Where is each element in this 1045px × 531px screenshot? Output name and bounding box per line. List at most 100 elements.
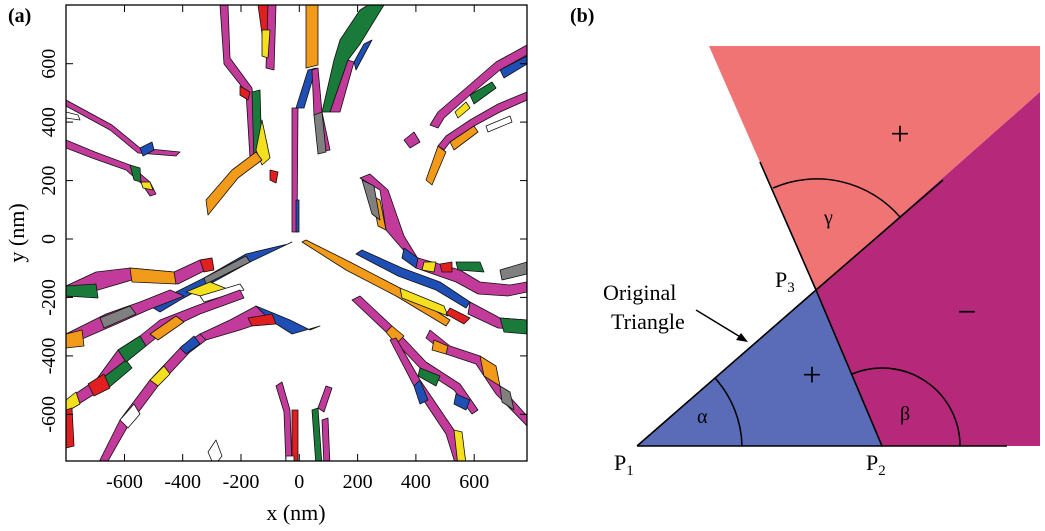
x-tick-label: -400 <box>164 471 201 493</box>
p2-label: P2 <box>866 450 886 479</box>
electrode-segment <box>149 365 171 387</box>
electrode-segment <box>305 5 319 69</box>
electrode-segment <box>313 111 327 155</box>
plot-frame <box>65 4 528 462</box>
electrode-segment <box>403 131 421 149</box>
electrode-segment <box>321 417 331 461</box>
electrode-segment <box>455 261 485 273</box>
electrode-segment <box>361 179 381 221</box>
tick-marks <box>66 5 527 461</box>
electrode-segment <box>311 407 323 461</box>
electrode-segment <box>179 335 201 355</box>
x-axis-title: x (nm) <box>266 500 325 525</box>
electrode-segment <box>149 241 293 313</box>
x-tick-label: -600 <box>106 471 143 493</box>
electrode-segment <box>269 169 279 184</box>
electrode-segment <box>295 67 317 109</box>
electrode-segment <box>66 99 181 157</box>
electrode-segment <box>117 335 147 363</box>
electrode-segment <box>99 305 137 329</box>
electrode-segment <box>139 141 155 157</box>
electrode-segment <box>205 151 263 216</box>
y-tick-label: 200 <box>38 166 60 196</box>
electrode-segment <box>66 139 157 197</box>
electrode-segment <box>413 379 429 405</box>
gamma-arc <box>772 178 901 218</box>
electrode-segment <box>247 313 277 327</box>
annotation-arrow-line <box>695 309 743 339</box>
electrode-segment <box>453 393 471 411</box>
upper-sign: + <box>890 116 909 153</box>
p1-label: P1 <box>614 450 634 479</box>
electrode-segment <box>261 29 271 59</box>
electrode-segment <box>469 81 497 105</box>
gamma-label: γ <box>823 207 833 229</box>
electrode-segment <box>66 111 81 121</box>
right-region <box>816 92 1040 446</box>
electrode-segment <box>499 55 527 79</box>
electrode-segment <box>499 317 527 335</box>
triangle-sign: + <box>802 357 821 394</box>
annotation-original: Original <box>603 280 676 305</box>
annotation-triangle: Triangle <box>611 309 685 334</box>
x-tick-label: 400 <box>401 471 431 493</box>
electrode-pattern <box>66 5 527 461</box>
y-tick-label: -600 <box>38 396 60 433</box>
electrode-segment <box>454 101 471 119</box>
electrode-segment <box>453 429 467 461</box>
electrode-segment <box>99 333 207 461</box>
x-tick-label: -200 <box>223 471 260 493</box>
beta-arc <box>851 367 961 447</box>
y-tick-label: 0 <box>38 234 60 244</box>
beta-label: β <box>900 403 910 425</box>
annotation-arrowhead <box>736 333 748 342</box>
electrode-segment <box>351 295 479 415</box>
electrode-segment <box>66 329 85 349</box>
electrode-segment <box>439 261 453 273</box>
panel-b-label: (b) <box>570 5 594 27</box>
x-tick-label: 600 <box>459 471 489 493</box>
panel-a-label: (a) <box>8 5 31 27</box>
electrode-segment <box>149 315 185 341</box>
y-axis-title: y (nm) <box>4 203 29 262</box>
x-tick-label: 200 <box>343 471 373 493</box>
alpha-label: α <box>697 406 708 428</box>
electrode-segment <box>207 439 223 461</box>
y-tick-label: 600 <box>38 49 60 79</box>
x-tick-label: 0 <box>294 471 304 493</box>
electrode-segment <box>219 5 259 161</box>
original-triangle <box>637 290 882 446</box>
electrode-segment <box>203 255 251 285</box>
y-tick-label: 400 <box>38 107 60 137</box>
electrode-segment <box>321 5 385 113</box>
electrode-segment <box>389 337 464 461</box>
electrode-segment <box>87 373 111 397</box>
electrode-segment <box>285 455 295 461</box>
electrode-segment <box>421 261 437 273</box>
right-sign: − <box>957 294 976 331</box>
y-tick-label: -400 <box>38 338 60 375</box>
alpha-arc <box>714 377 743 447</box>
electrode-segment <box>129 267 177 285</box>
electrode-segment <box>140 181 154 191</box>
y-tick-label: -200 <box>38 279 60 316</box>
electrode-segment <box>66 283 99 299</box>
electrode-segment <box>301 239 451 327</box>
electrode-segment <box>399 287 449 317</box>
electrode-segment <box>485 115 513 133</box>
electrode-segment <box>295 199 300 233</box>
electrode-segment <box>429 44 527 129</box>
electrode-segment <box>445 307 471 325</box>
construction-lines <box>636 161 1007 447</box>
electrode-segment <box>449 125 479 151</box>
electrode-segment <box>119 403 141 429</box>
electrode-segment <box>499 261 527 281</box>
electrode-segment <box>499 385 515 411</box>
electrode-segment <box>66 407 75 449</box>
electrode-segment <box>291 409 299 461</box>
electrode-segment <box>66 391 81 413</box>
electrode-segment <box>239 85 251 101</box>
electrode-segment <box>275 381 293 461</box>
electrode-segment <box>353 39 373 71</box>
